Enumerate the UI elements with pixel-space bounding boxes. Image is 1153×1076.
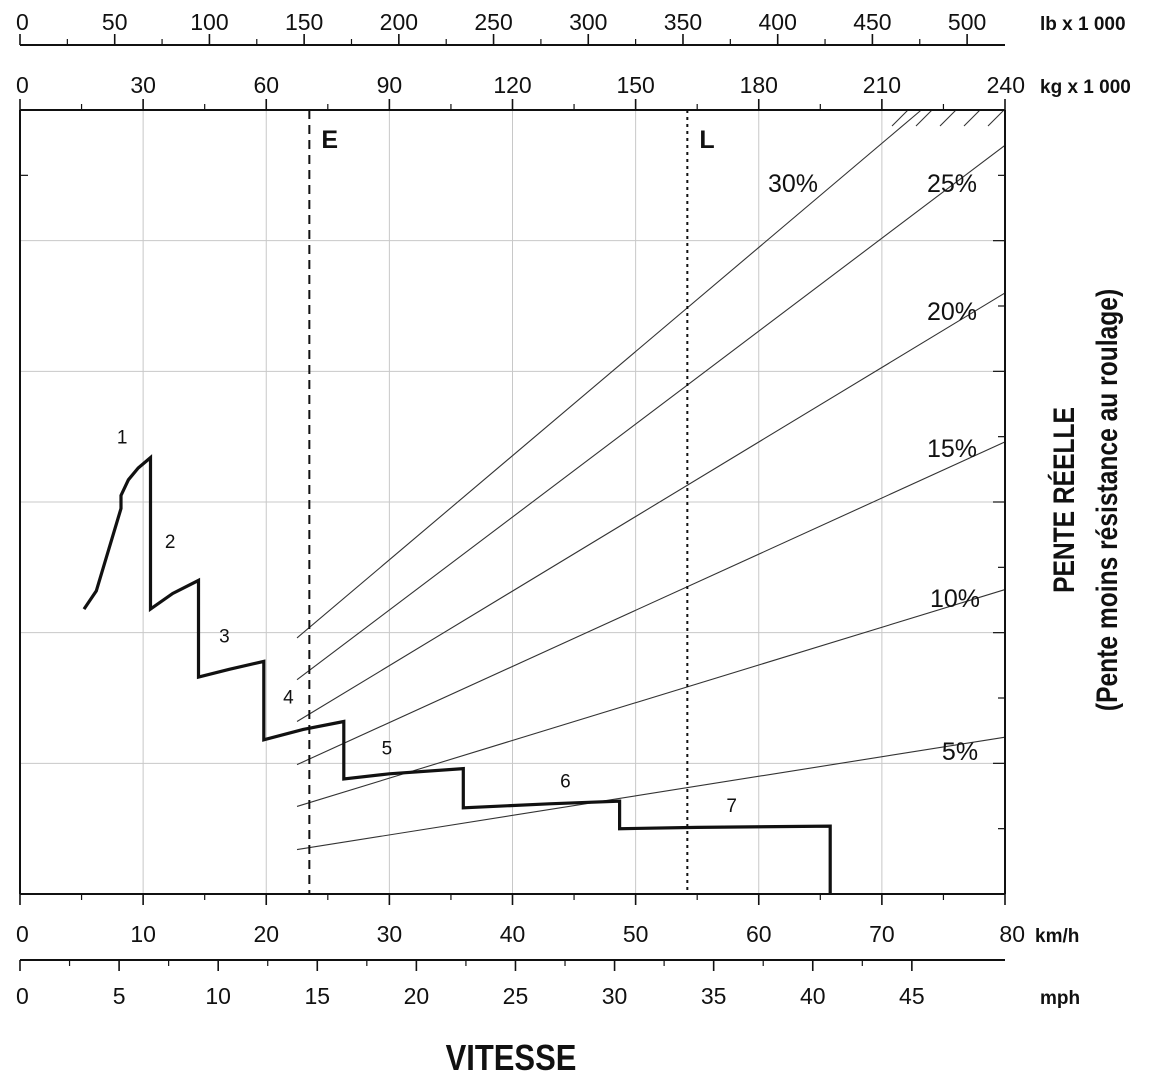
kmh-axis-tick-label: 10: [130, 921, 156, 947]
lb-axis-tick-label: 500: [948, 9, 986, 35]
lb-axis-unit: lb x 1 000: [1040, 14, 1126, 35]
series-line: [82, 454, 832, 894]
kg-axis-tick-label: 0: [16, 72, 29, 98]
hatch-line: [915, 109, 933, 127]
y-axis-subtitle: (Pente moins résistance au roulage): [1090, 289, 1124, 711]
grade-label: 25%: [927, 170, 977, 198]
kg-axis-tick-label: 210: [863, 72, 901, 98]
lb-axis-tick-label: 350: [664, 9, 702, 35]
gear-label: 2: [165, 532, 176, 553]
grid: [20, 110, 1005, 894]
grade-label: 10%: [930, 585, 980, 613]
rimpull-series: [82, 454, 832, 895]
mph-axis-tick-label: 30: [602, 983, 628, 1009]
mph-axis-unit: mph: [1040, 988, 1080, 1009]
grade-line-30pct: [296, 109, 922, 639]
hatch-line: [963, 109, 981, 127]
grade-line-5pct: [296, 736, 1006, 851]
kg-axis-tick-label: 150: [616, 72, 654, 98]
grade-label: 15%: [927, 435, 977, 463]
gear-label: 3: [219, 626, 230, 647]
grade-line-15pct: [296, 441, 1006, 766]
mph-axis-tick-label: 35: [701, 983, 727, 1009]
grade-label: 20%: [927, 298, 977, 326]
gear-label: 1: [117, 428, 128, 449]
kmh-axis-tick-label: 40: [500, 921, 526, 947]
grade-line-10pct: [296, 589, 1006, 807]
mph-axis-tick-label: 15: [304, 983, 330, 1009]
lb-axis-tick-label: 0: [16, 9, 29, 35]
grade-line-25pct: [296, 144, 1006, 681]
mph-axis-tick-label: 0: [16, 983, 29, 1009]
gear-label: 6: [560, 771, 571, 792]
gear-label: 4: [283, 688, 294, 709]
marker-label-L: L: [699, 126, 714, 154]
grade-line-20pct: [296, 292, 1006, 722]
lb-axis-tick-label: 100: [190, 9, 228, 35]
kmh-axis-tick-label: 0: [16, 921, 29, 947]
hatch-line: [987, 109, 1005, 127]
lb-axis-tick-label: 250: [474, 9, 512, 35]
kmh-axis-tick-label: 70: [869, 921, 895, 947]
kg-axis-tick-label: 30: [130, 72, 156, 98]
lb-axis-tick-label: 450: [853, 9, 891, 35]
grade-label: 5%: [942, 738, 978, 766]
kg-axis-tick-label: 90: [377, 72, 403, 98]
mph-axis-tick-label: 10: [205, 983, 231, 1009]
lb-axis-tick-label: 50: [102, 9, 128, 35]
hatch-line: [939, 109, 957, 127]
mph-axis-tick-label: 40: [800, 983, 826, 1009]
kmh-axis-tick-label: 30: [377, 921, 403, 947]
axes: 0 50 100 150 200 250 300 350 400 450 500 lb x 1 000…: [16, 9, 1131, 1009]
gear-label: 5: [382, 739, 393, 760]
lb-axis-tick-label: 200: [380, 9, 418, 35]
mph-axis-tick-label: 5: [113, 983, 126, 1009]
mph-axis-tick-label: 20: [404, 983, 430, 1009]
grade-label: 30%: [768, 170, 818, 198]
mph-axis-tick-label: 45: [899, 983, 925, 1009]
lb-axis-tick-label: 150: [285, 9, 323, 35]
hatch-line: [891, 109, 909, 127]
x-axis-title: VITESSE: [446, 1039, 577, 1076]
kg-axis-tick-label: 240: [987, 72, 1025, 98]
kmh-axis-tick-label: 60: [746, 921, 772, 947]
speed-markers: [308, 110, 689, 894]
y-axis-title: PENTE RÉELLE: [1047, 407, 1081, 593]
kmh-axis-unit: km/h: [1035, 926, 1079, 947]
marker-label-E: E: [321, 126, 338, 154]
kg-axis-tick-label: 60: [253, 72, 279, 98]
kg-axis-unit: kg x 1 000: [1040, 77, 1131, 98]
mph-axis-tick-label: 25: [503, 983, 529, 1009]
kmh-axis-tick-label: 80: [999, 921, 1025, 947]
gear-label: 7: [726, 796, 737, 817]
kmh-axis-tick-label: 50: [623, 921, 649, 947]
lb-axis-tick-label: 400: [759, 9, 797, 35]
kg-axis-tick-label: 180: [740, 72, 778, 98]
kg-axis-tick-label: 120: [493, 72, 531, 98]
grade-lines: [296, 109, 1006, 851]
kmh-axis-tick-label: 20: [253, 921, 279, 947]
lb-axis-tick-label: 300: [569, 9, 607, 35]
